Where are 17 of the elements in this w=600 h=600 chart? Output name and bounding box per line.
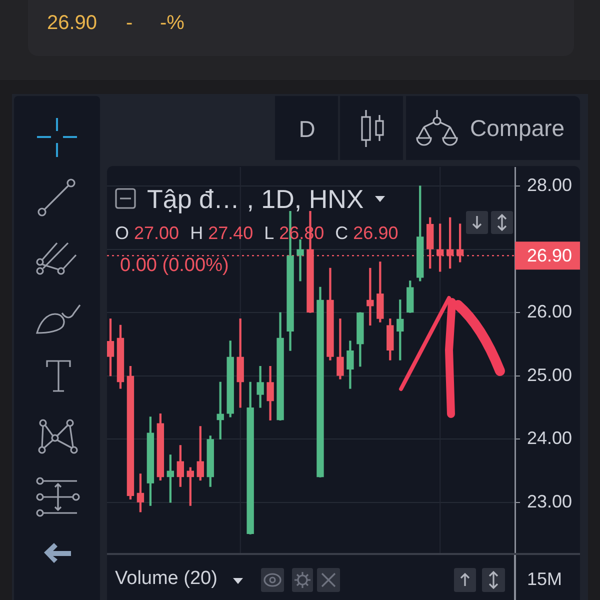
y-tick-label: 24.00 [527, 428, 572, 448]
text: -% [160, 12, 184, 34]
text: 26.90 [47, 12, 98, 34]
candlestick [366, 268, 374, 326]
y-tick-label: 26.00 [527, 302, 572, 322]
text: Tập đ… , 1D, HNX [147, 184, 364, 214]
text: Volume (20) [115, 568, 218, 589]
y-tick-label: 23.00 [527, 491, 572, 512]
text: - [126, 12, 133, 34]
annotation: 0.00 (0.00%) [120, 255, 229, 276]
candlestick [296, 239, 304, 282]
y-tick-label: 25.00 [527, 364, 572, 385]
text: Compare [470, 115, 565, 141]
text: D [298, 116, 316, 142]
ref-line-label: 26.90 [527, 246, 572, 266]
text: 15M [527, 569, 562, 589]
y-tick-label: 28.00 [527, 174, 572, 195]
